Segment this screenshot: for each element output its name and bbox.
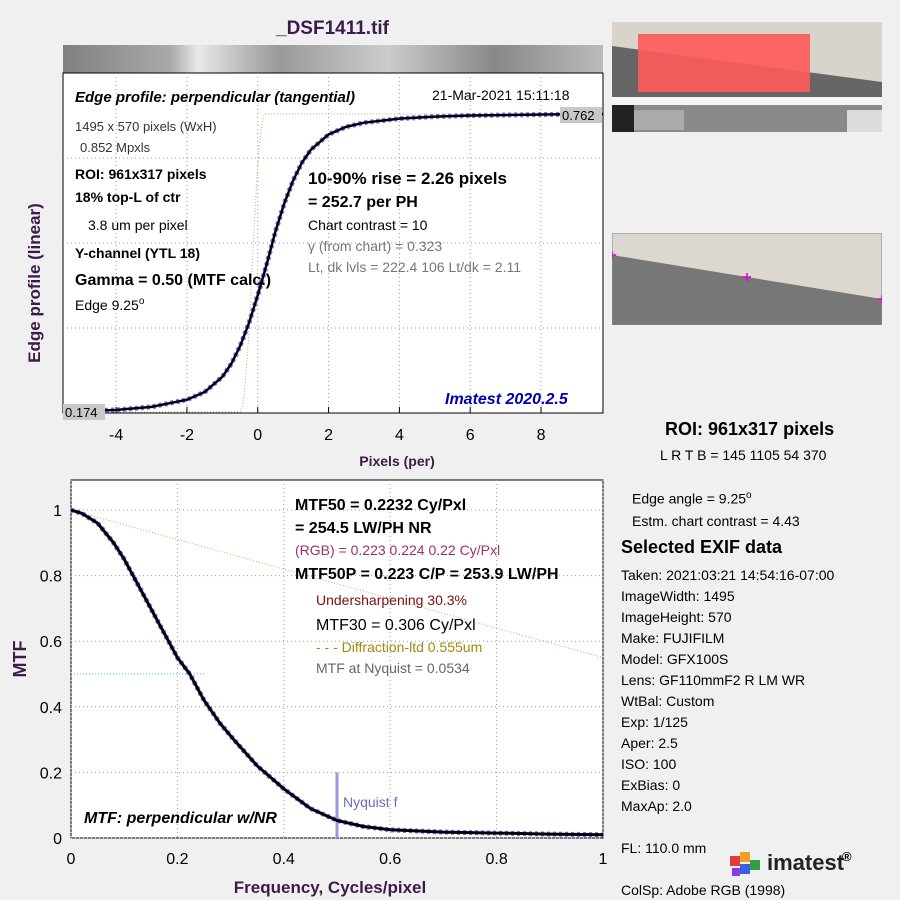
mtf-ytick-label: 0.8 bbox=[40, 569, 62, 586]
mtf-xtick-label: 0.8 bbox=[485, 851, 507, 868]
edge-xtick-label: 8 bbox=[537, 427, 546, 444]
edge-markers bbox=[612, 251, 882, 303]
bottom-value: 0.174 bbox=[65, 405, 98, 420]
mtf-xlabel: Frequency, Cycles/pixel bbox=[234, 878, 426, 897]
nyquist-mtf-text: MTF at Nyquist = 0.0534 bbox=[316, 660, 470, 676]
edge-xlabel: Pixels (per) bbox=[359, 453, 434, 469]
exif-title: Selected EXIF data bbox=[621, 537, 783, 557]
edge-ideal-curve bbox=[63, 113, 603, 413]
exif-line: Make: FUJIFILM bbox=[621, 630, 725, 646]
mtf-ytick-label: 1 bbox=[53, 503, 62, 520]
edge-grid bbox=[63, 73, 603, 413]
mtf-xticks: 0 0.2 0.4 0.6 0.8 1 bbox=[67, 851, 608, 868]
gamma-from-chart: γ (from chart) = 0.323 bbox=[308, 238, 442, 254]
mtf-xtick-label: 0.6 bbox=[379, 851, 401, 868]
mtf-ytick-label: 0.4 bbox=[40, 700, 62, 717]
mtf-caption: MTF: perpendicular w/NR bbox=[84, 810, 277, 827]
undersharp-text: Undersharpening 30.3% bbox=[316, 592, 467, 608]
edge-xtick-label: 0 bbox=[253, 427, 262, 444]
roi-title: ROI: 961x317 pixels bbox=[665, 419, 835, 439]
light-dark-levels: Lt, dk lvls = 222.4 106 Lt/dk = 2.11 bbox=[308, 259, 521, 275]
nyquist-marker bbox=[335, 772, 339, 838]
top-value-box bbox=[560, 107, 602, 123]
file-title: _DSF1411.tif bbox=[276, 18, 389, 39]
exif-line: WtBal: Custom bbox=[621, 693, 715, 709]
mtf-ytick-label: 0.6 bbox=[40, 634, 62, 651]
edge-xticks: -4 -2 0 2 4 6 8 bbox=[109, 407, 546, 444]
top-value: 0.762 bbox=[562, 108, 595, 123]
edge-angle: Edge angle = 9.25o bbox=[632, 490, 752, 507]
mtf-yticks: 0 0.2 0.4 0.6 0.8 1 bbox=[40, 503, 62, 848]
mtf-ylabel: MTF bbox=[10, 641, 30, 678]
edge-xtick-label: 2 bbox=[324, 427, 333, 444]
exif-line: ImageWidth: 1495 bbox=[621, 588, 735, 604]
exif-line: ImageHeight: 570 bbox=[621, 609, 732, 625]
exif-line: MaxAp: 2.0 bbox=[621, 798, 692, 814]
mtf-ytick-label: 0.2 bbox=[40, 765, 62, 782]
exif-line: Taken: 2021:03:21 14:54:16-07:00 bbox=[621, 567, 835, 583]
roi-thumbnail-full bbox=[612, 22, 882, 132]
exif-line: ExBias: 0 bbox=[621, 777, 681, 793]
edge-xtick-label: -2 bbox=[180, 427, 194, 444]
mtf-xtick-label: 0.2 bbox=[166, 851, 188, 868]
mtf50p-text: MTF50P = 0.223 C/P = 253.9 LW/PH bbox=[295, 566, 559, 583]
mtf-grid bbox=[70, 480, 604, 839]
edge-angle-label: Edge 9.25o bbox=[75, 296, 145, 313]
mtf-ytick-label: 0 bbox=[53, 831, 62, 848]
exif-line: FL: 110.0 mm bbox=[621, 840, 707, 856]
y-channel: Y-channel (YTL 18) bbox=[75, 245, 200, 261]
image-size: 1495 x 570 pixels (WxH) bbox=[75, 119, 217, 134]
roi-location: 18% top-L of ctr bbox=[75, 189, 181, 205]
edge-image-strip bbox=[63, 45, 603, 73]
exif-line: Aper: 2.5 bbox=[621, 735, 678, 751]
bottom-value-box bbox=[63, 404, 105, 420]
nyquist-label: Nyquist f bbox=[343, 794, 398, 810]
chart-contrast: Chart contrast = 10 bbox=[308, 217, 428, 233]
imatest-version: Imatest 2020.2.5 bbox=[445, 391, 569, 408]
edge-xtick-label: 6 bbox=[466, 427, 475, 444]
mtf50-text: MTF50 = 0.2232 Cy/Pxl bbox=[295, 497, 466, 514]
exif-line: ColSp: Adobe RGB (1998) bbox=[621, 882, 786, 898]
rgb-text: (RGB) = 0.223 0.224 0.22 Cy/Pxl bbox=[295, 542, 500, 558]
diffraction-line bbox=[70, 509, 604, 659]
mpxls: 0.852 Mpxls bbox=[80, 140, 151, 155]
mtf-xtick-label: 0.4 bbox=[273, 851, 295, 868]
estimated-contrast: Estm. chart contrast = 4.43 bbox=[632, 513, 800, 529]
registered-mark: ® bbox=[842, 849, 852, 864]
imatest-logo-text: imatest bbox=[767, 850, 845, 875]
mtf-xtick-label: 1 bbox=[599, 851, 608, 868]
edge-plot-area bbox=[62, 72, 604, 414]
lwph-text: = 254.5 LW/PH NR bbox=[295, 520, 432, 537]
roi-thumbnail-crop bbox=[612, 233, 882, 325]
exif-line: Lens: GF110mmF2 R LM WR bbox=[621, 672, 806, 688]
edge-curve-group bbox=[62, 111, 604, 415]
edge-title: Edge profile: perpendicular (tangential) bbox=[75, 89, 355, 106]
imatest-logo-icon bbox=[730, 852, 760, 876]
mtf30-text: MTF30 = 0.306 Cy/Pxl bbox=[316, 617, 476, 634]
edge-profile-chart: -4 -2 0 2 4 6 8 0.762 0.174 Edge profile: perp… bbox=[25, 45, 604, 469]
roi-highlight bbox=[638, 34, 810, 92]
gamma-mtf: Gamma = 0.50 (MTF calc.) bbox=[75, 272, 271, 289]
um-per-pixel: 3.8 um per pixel bbox=[88, 217, 188, 233]
mtf-curves-group bbox=[70, 507, 604, 838]
edge-date: 21-Mar-2021 15:11:18 bbox=[432, 87, 570, 103]
exif-line: ISO: 100 bbox=[621, 756, 677, 772]
exif-line: Exp: 1/125 bbox=[621, 714, 688, 730]
edge-xtick-label: -4 bbox=[109, 427, 123, 444]
diffraction-text: - - - Diffraction-ltd 0.555um bbox=[316, 639, 482, 655]
roi-coords: L R T B = 145 1105 54 370 bbox=[660, 447, 827, 463]
edge-ylabel: Edge profile (linear) bbox=[25, 203, 44, 363]
mtf-line bbox=[70, 508, 604, 837]
mtf-xtick-label: 0 bbox=[67, 851, 76, 868]
rise-text: 10-90% rise = 2.26 pixels bbox=[308, 169, 507, 188]
mtf-chart: 0 0.2 0.4 0.6 0.8 1 0 0.2 0.4 0.6 0.8 1 MTF50 = 0.… bbox=[10, 479, 608, 897]
exif-line: Model: GFX100S bbox=[621, 651, 729, 667]
roi-size: ROI: 961x317 pixels bbox=[75, 166, 207, 182]
edge-xtick-label: 4 bbox=[395, 427, 404, 444]
edge-profile-line bbox=[62, 112, 604, 414]
per-ph-text: = 252.7 per PH bbox=[308, 194, 418, 211]
